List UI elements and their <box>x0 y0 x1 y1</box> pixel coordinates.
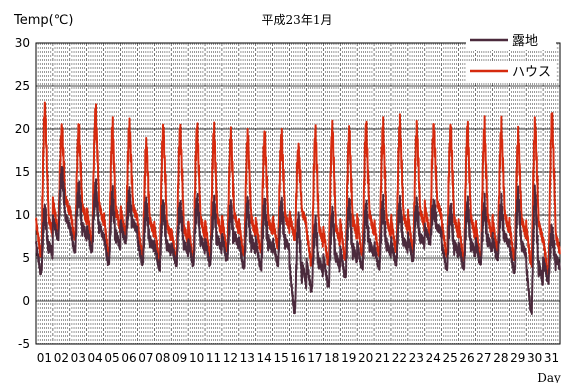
x-tick-label: 28 <box>493 351 508 365</box>
x-tick-label: 05 <box>104 351 119 365</box>
x-tick-label: 21 <box>375 351 390 365</box>
plot-area <box>35 42 561 345</box>
y-tick-label: 20 <box>15 122 30 136</box>
y-tick-label: 0 <box>22 294 30 308</box>
x-tick-label: 24 <box>426 351 441 365</box>
series-line-house <box>35 101 561 277</box>
chart-title: 平成23年1月 <box>262 13 333 27</box>
x-tick-label: 31 <box>544 351 559 365</box>
legend-bg <box>466 32 556 50</box>
x-tick-label: 06 <box>121 351 136 365</box>
x-tick-label: 18 <box>324 351 339 365</box>
legend-bg <box>466 63 556 81</box>
y-tick-label: 30 <box>15 36 30 50</box>
x-tick-label: 14 <box>257 351 272 365</box>
x-tick-label: 10 <box>189 351 204 365</box>
x-tick-label: 17 <box>307 351 322 365</box>
x-tick-label: 04 <box>88 351 103 365</box>
y-tick-label: 15 <box>15 165 30 179</box>
series-line-open-field <box>35 165 561 315</box>
x-tick-label: 16 <box>290 351 305 365</box>
x-tick-label: 08 <box>155 351 170 365</box>
x-tick-label: 27 <box>476 351 491 365</box>
y-tick-label: 10 <box>15 208 30 222</box>
x-tick-label: 11 <box>206 351 221 365</box>
x-tick-label: 25 <box>442 351 457 365</box>
x-tick-label: 01 <box>37 351 52 365</box>
y-tick-label: 25 <box>15 79 30 93</box>
x-axis-label: Day <box>537 371 561 383</box>
legend-label: 露地 <box>512 34 538 49</box>
x-tick-label: 26 <box>459 351 474 365</box>
x-tick-label: 07 <box>138 351 153 365</box>
y-axis-label: Temp(℃) <box>13 13 73 28</box>
x-tick-label: 09 <box>172 351 187 365</box>
x-tick-label: 02 <box>54 351 69 365</box>
y-tick-label: -5 <box>18 337 30 351</box>
y-tick-label: 5 <box>22 251 30 265</box>
x-tick-label: 22 <box>392 351 407 365</box>
x-tick-label: 19 <box>341 351 356 365</box>
x-tick-label: 20 <box>358 351 373 365</box>
x-tick-label: 23 <box>409 351 424 365</box>
x-tick-label: 29 <box>510 351 525 365</box>
x-tick-label: 12 <box>223 351 238 365</box>
x-tick-label: 30 <box>527 351 542 365</box>
legend-label: ハウス <box>512 65 551 80</box>
x-tick-label: 03 <box>71 351 86 365</box>
x-tick-label: 13 <box>240 351 255 365</box>
x-tick-label: 15 <box>273 351 288 365</box>
